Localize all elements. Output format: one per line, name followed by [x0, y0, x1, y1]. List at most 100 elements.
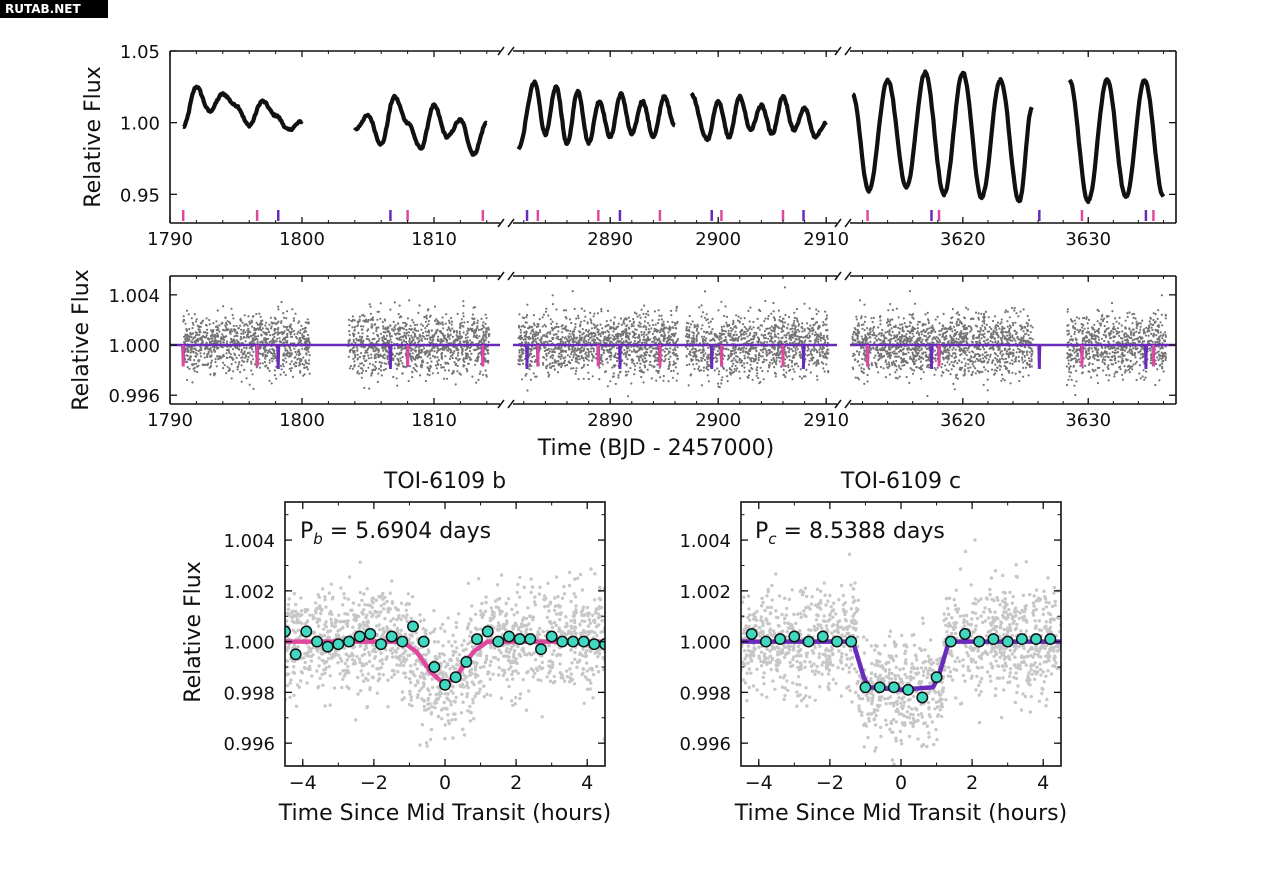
period-b-p: P — [300, 519, 313, 544]
x-tick-label: 2900 — [695, 229, 741, 250]
raw-flux-points — [517, 286, 830, 398]
x-tick-label: −4 — [745, 772, 773, 794]
x-tick-label: 2 — [966, 772, 978, 794]
middle-xlabel: Time (BJD - 2457000) — [537, 436, 774, 461]
y-tick-label: 1.000 — [223, 633, 275, 654]
binned-point — [364, 628, 377, 640]
x-tick-label: 2900 — [695, 410, 741, 431]
x-tick-label: 3620 — [940, 229, 986, 250]
binned-point — [321, 640, 334, 653]
y-tick-label: 1.000 — [679, 633, 731, 654]
plot-area — [285, 560, 605, 748]
binned-point — [513, 633, 526, 646]
y-tick-label: 1.002 — [223, 582, 275, 603]
binned-point — [524, 633, 537, 646]
binned-point — [759, 635, 772, 648]
panel-b-xlabel: Time Since Mid Transit (hours) — [278, 801, 611, 826]
segment-plot-area — [513, 286, 837, 398]
axis-break-mark — [834, 46, 842, 56]
binned-point — [285, 625, 291, 638]
y-tick-label: 0.95 — [120, 185, 160, 206]
axis-break-mark — [844, 399, 852, 409]
y-tick-label: 0.996 — [223, 734, 275, 755]
axis-break-mark — [507, 271, 515, 281]
x-tick-label: 2890 — [587, 229, 633, 250]
y-tick-label: 1.00 — [120, 114, 160, 135]
binned-point — [449, 671, 462, 684]
phase-fold-panel-b: −4 −2 0 2 4 0.996 0.998 1.000 1.002 1.004 — [223, 501, 606, 794]
binned-point — [745, 628, 758, 640]
y-tick-label: 1.004 — [679, 531, 731, 552]
segment-plot-area — [181, 84, 488, 221]
binned-point — [774, 633, 787, 646]
panel-b-title: TOI-6109 b — [383, 469, 506, 494]
raw-flux-points — [741, 538, 1061, 766]
binned-point — [1030, 633, 1043, 646]
x-tick-label: 2890 — [587, 410, 633, 431]
axis-break-mark — [844, 271, 852, 281]
binned-point — [1044, 633, 1057, 646]
light-curve-panel-top: 1790 1800 1810 2890 2900 2910 3620 3630 0.95 1.00… — [120, 42, 1177, 250]
binned-point — [471, 633, 483, 646]
period-c-value: = 8.5388 days — [777, 519, 945, 544]
x-tick-label: 1790 — [147, 229, 193, 250]
period-b-value: = 5.6904 days — [323, 519, 491, 544]
binned-point — [577, 635, 590, 648]
top-ylabel: Relative Flux — [81, 66, 106, 207]
x-tick-label: −2 — [816, 772, 844, 794]
x-tick-label: −2 — [360, 772, 388, 794]
binned-point — [407, 620, 419, 633]
binned-point — [503, 630, 515, 643]
detrended-panel-middle: 1790 1800 1810 2890 2900 2910 3620 3630 0.996 1.0… — [108, 271, 1177, 431]
binned-point — [902, 683, 915, 696]
transit-model-line — [850, 343, 1176, 369]
binned-point — [300, 625, 313, 638]
x-tick-label: 0 — [895, 772, 907, 794]
y-tick-label: 1.002 — [679, 582, 731, 603]
axis-break-mark — [844, 218, 852, 228]
binned-point — [887, 681, 900, 694]
x-tick-label: 4 — [581, 772, 593, 794]
x-tick-label: 3620 — [940, 410, 986, 431]
binned-point — [375, 638, 387, 651]
segment-plot-area — [851, 69, 1166, 221]
x-tick-label: 2910 — [803, 229, 849, 250]
binned-point — [930, 671, 943, 684]
binned-point — [481, 625, 494, 638]
segment-plot-area — [516, 79, 828, 221]
binned-point — [816, 630, 829, 643]
x-tick-label: 3630 — [1065, 410, 1111, 431]
binned-point — [535, 643, 547, 656]
x-tick-label: 2910 — [803, 410, 849, 431]
axis-break-mark — [497, 46, 505, 56]
binned-point — [428, 661, 441, 673]
binned-point — [460, 655, 473, 668]
binned-point — [556, 635, 569, 648]
axis-break-mark — [507, 46, 515, 56]
y-tick-label: 0.998 — [223, 683, 275, 704]
binned-point — [788, 630, 801, 643]
binned-point — [289, 648, 302, 661]
period-b-sub: b — [313, 530, 323, 548]
axis-break-mark — [834, 271, 842, 281]
panel-b-period-annotation: Pb = 5.6904 days — [300, 519, 491, 548]
period-c-p: P — [755, 519, 768, 544]
x-tick-label: 1810 — [411, 410, 457, 431]
binned-point — [973, 635, 986, 648]
binned-point — [588, 638, 601, 651]
binned-point — [396, 635, 409, 648]
x-tick-label: 1790 — [147, 410, 193, 431]
watermark: RUTAB.NET — [0, 0, 108, 18]
binned-point — [567, 635, 579, 648]
raw-flux-points — [285, 560, 605, 748]
panel-c-title: TOI-6109 c — [840, 469, 961, 494]
light-curve-series — [516, 79, 828, 151]
binned-point — [311, 635, 323, 648]
x-tick-label: 2 — [510, 772, 522, 794]
binned-point — [987, 633, 1000, 646]
binned-point — [831, 635, 843, 648]
binned-point — [944, 635, 957, 648]
binned-point — [859, 681, 872, 694]
x-tick-label: 0 — [439, 772, 451, 794]
